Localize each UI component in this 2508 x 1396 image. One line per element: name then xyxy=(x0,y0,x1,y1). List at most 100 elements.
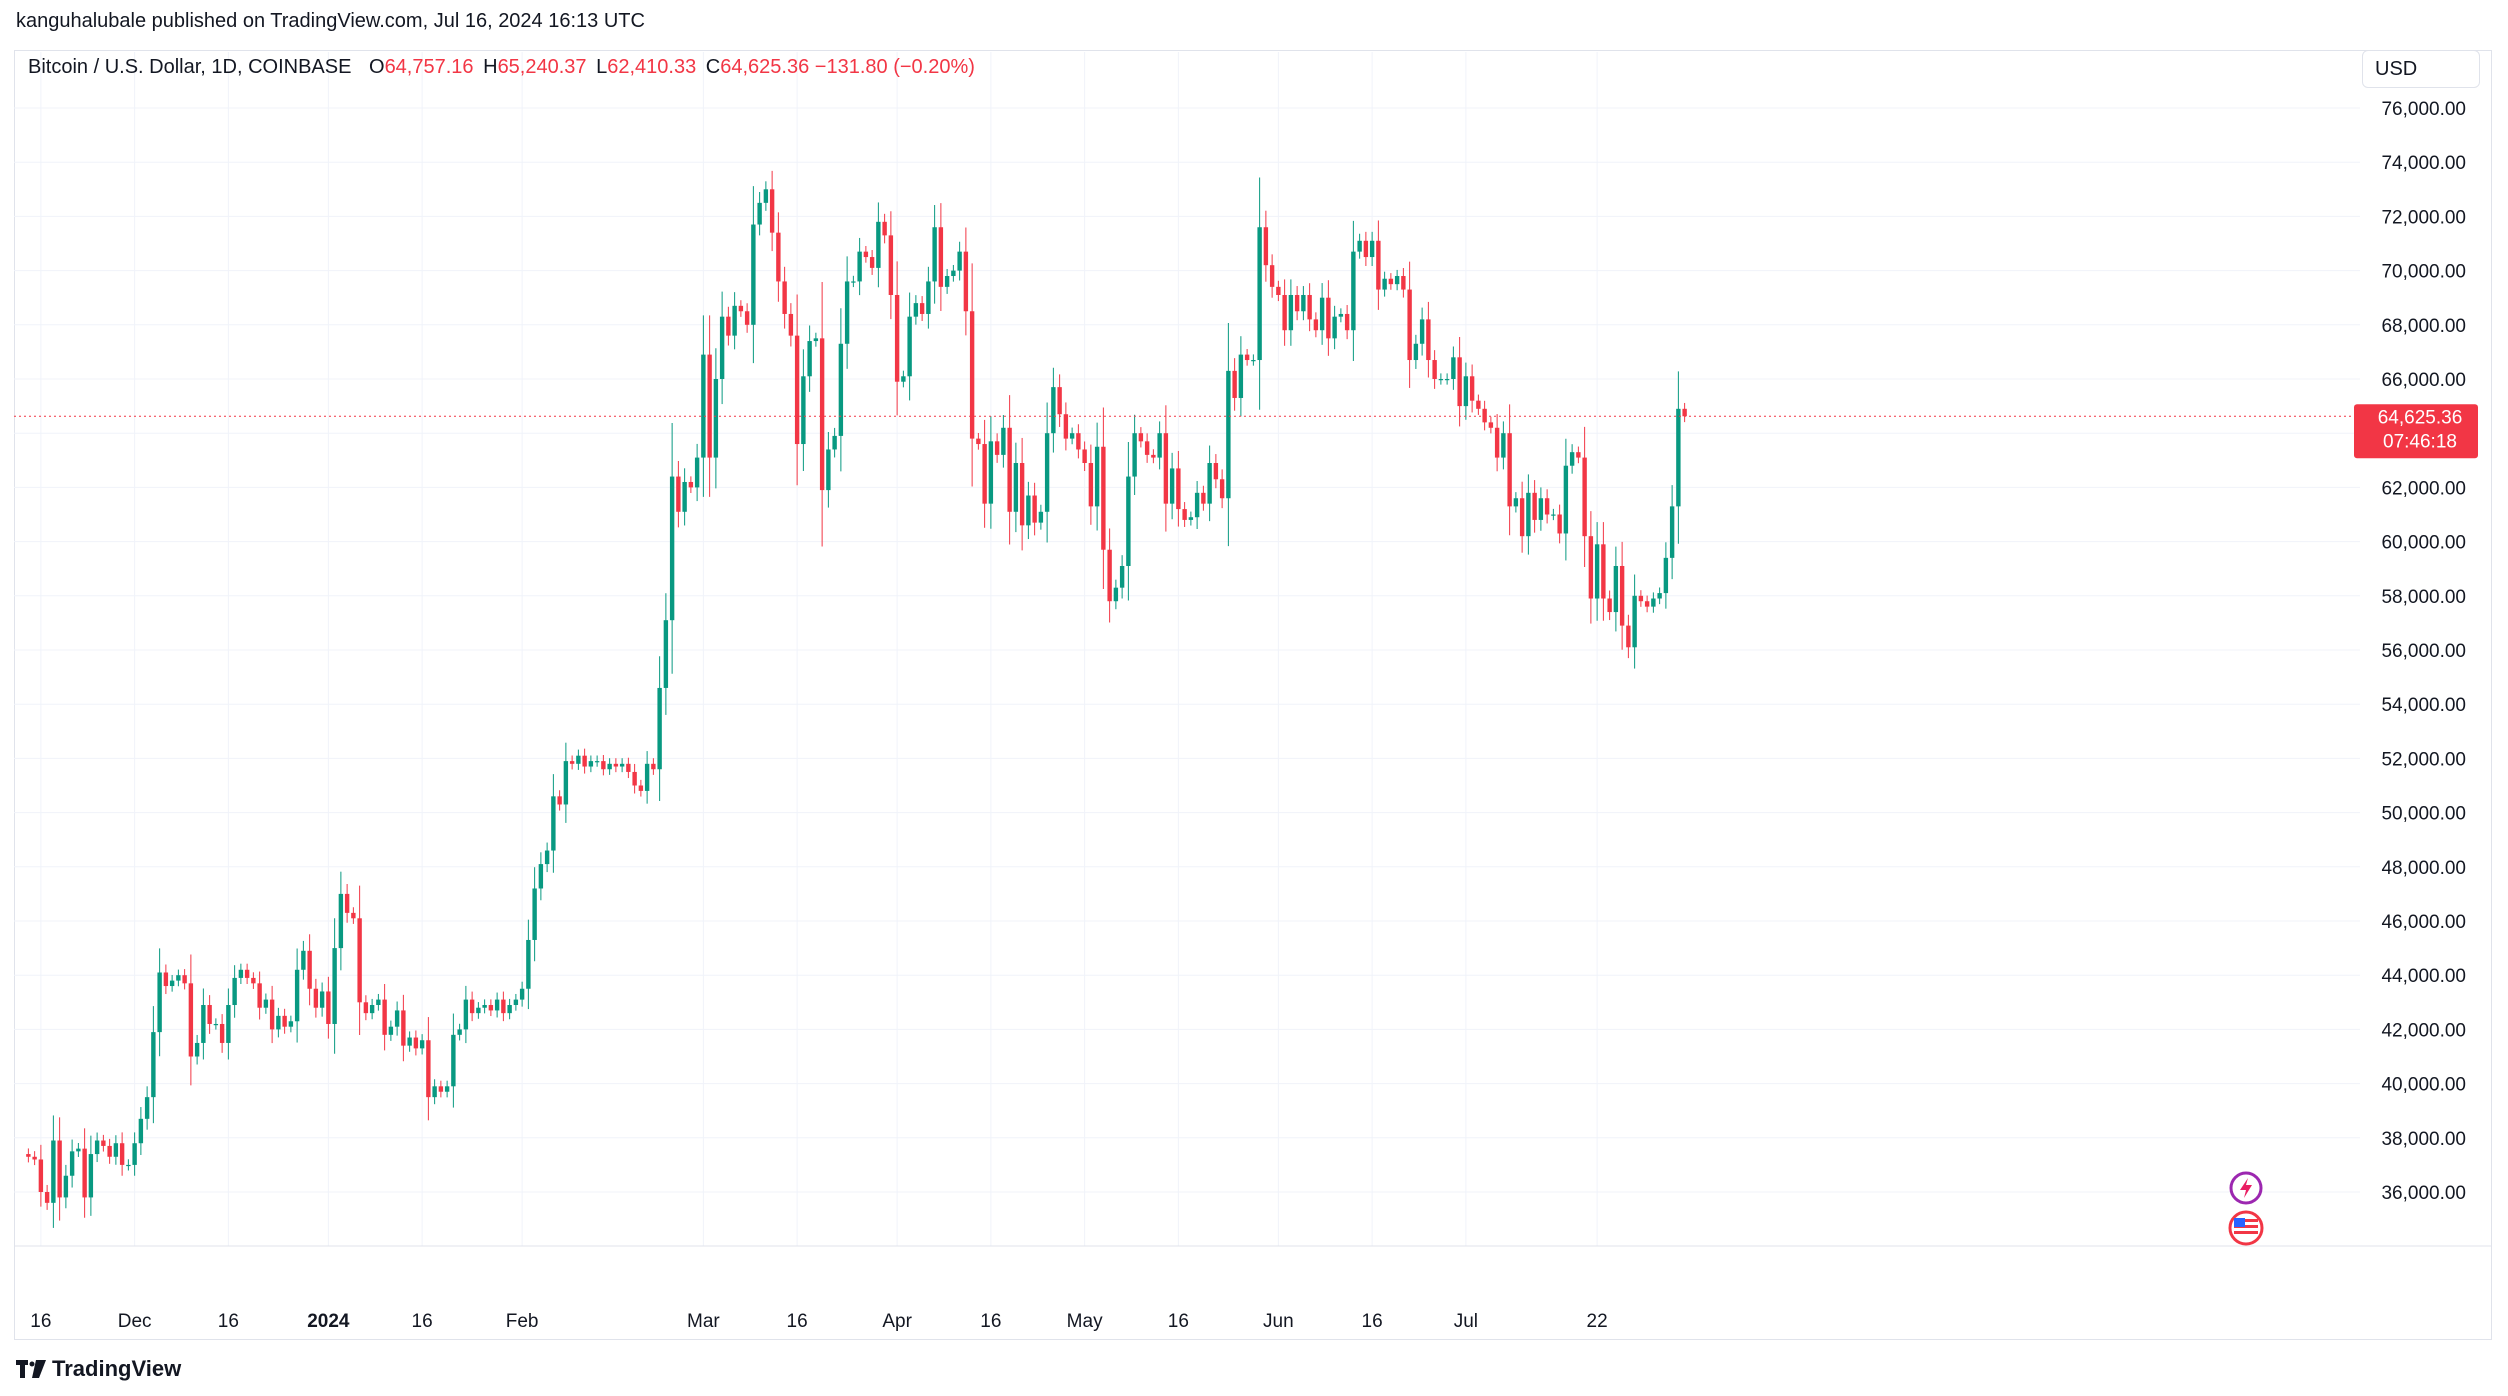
candle xyxy=(419,1034,425,1055)
candle-body xyxy=(1519,498,1525,537)
candle xyxy=(1563,438,1569,561)
candle xyxy=(501,991,506,1022)
candle xyxy=(1313,312,1319,338)
candle-body xyxy=(1257,227,1262,361)
candle xyxy=(451,1013,456,1108)
candle-body xyxy=(751,224,756,325)
candle xyxy=(1051,367,1056,453)
candle xyxy=(69,1139,75,1188)
candle xyxy=(1426,301,1431,378)
candle xyxy=(1157,421,1162,470)
candle xyxy=(1332,305,1337,350)
candle xyxy=(188,954,194,1086)
candle-body xyxy=(282,1015,287,1027)
tradingview-logo[interactable]: TradingView xyxy=(16,1356,181,1382)
candle-body xyxy=(444,1086,450,1092)
candle-body xyxy=(1388,278,1394,285)
candle-body xyxy=(819,338,825,491)
candle xyxy=(1251,354,1256,366)
candle-body xyxy=(401,1010,406,1046)
candle-body xyxy=(1294,294,1300,312)
candle-body xyxy=(888,235,894,295)
candle xyxy=(444,1080,450,1098)
candle-body xyxy=(901,376,906,382)
candle-body xyxy=(432,1086,437,1098)
candle xyxy=(1519,481,1525,553)
candle xyxy=(1357,233,1362,259)
candle-body xyxy=(607,763,612,770)
candle xyxy=(1613,546,1619,632)
candle-body xyxy=(1351,251,1356,331)
candle xyxy=(907,292,912,401)
candle xyxy=(201,988,206,1060)
candle xyxy=(1263,210,1269,282)
candle-body xyxy=(376,999,381,1006)
candle-body xyxy=(1288,294,1294,331)
candle xyxy=(1107,528,1112,623)
candle-body xyxy=(1444,379,1450,381)
candle-body xyxy=(82,1148,87,1198)
candle-body xyxy=(744,311,750,325)
candle xyxy=(432,1079,437,1105)
candle-body xyxy=(182,975,187,984)
candle xyxy=(1394,269,1400,291)
candle-body xyxy=(1369,240,1375,258)
candle xyxy=(944,268,950,294)
candle-body xyxy=(982,444,987,504)
candle-body xyxy=(1507,433,1512,507)
high-value: 65,240.37 xyxy=(497,56,587,78)
candle xyxy=(1532,480,1537,533)
candle-body xyxy=(826,449,831,491)
candle xyxy=(582,748,587,774)
candle xyxy=(701,315,706,497)
candle xyxy=(832,427,837,458)
candle xyxy=(1407,261,1412,388)
candle-body xyxy=(294,969,300,1022)
candle-body xyxy=(1407,289,1412,361)
candle xyxy=(363,995,369,1021)
candle xyxy=(113,1135,119,1165)
candle-body xyxy=(238,969,244,978)
candle-body xyxy=(163,972,169,987)
candle-body xyxy=(194,1042,200,1057)
candle xyxy=(1026,481,1031,540)
candle-body xyxy=(532,888,537,940)
candle-body xyxy=(801,376,806,445)
candle xyxy=(1569,444,1575,474)
y-tick-label: 62,000.00 xyxy=(2381,478,2466,499)
candle-body xyxy=(369,1005,375,1014)
candle-body xyxy=(1226,370,1231,499)
x-tick-label: Mar xyxy=(687,1311,720,1332)
candle-body xyxy=(1682,408,1687,417)
candle xyxy=(244,963,250,985)
candle-body xyxy=(126,1164,131,1167)
candle xyxy=(1207,445,1212,522)
candle-body xyxy=(832,435,837,450)
candle-body xyxy=(394,1010,400,1027)
candle xyxy=(251,972,256,989)
candle xyxy=(1651,592,1656,613)
candle xyxy=(307,934,312,1006)
candle xyxy=(151,1006,156,1124)
grid-lines xyxy=(14,52,2360,1246)
us-flag-icon[interactable] xyxy=(2228,1210,2264,1246)
candle-body xyxy=(1001,427,1006,455)
candle-body xyxy=(732,305,737,336)
currency-selector[interactable]: USD xyxy=(2362,50,2480,88)
candle-body xyxy=(1657,593,1662,599)
candle-body xyxy=(907,316,912,377)
candle-body xyxy=(1632,595,1637,648)
candle-body xyxy=(857,251,862,282)
candle-body xyxy=(651,763,656,770)
candle-body xyxy=(701,354,706,458)
candle xyxy=(426,1017,431,1121)
candle-body xyxy=(338,893,344,949)
lightning-badge-icon[interactable] xyxy=(2228,1170,2264,1206)
candle-body xyxy=(1413,343,1419,361)
candle xyxy=(1276,280,1281,302)
candle-body xyxy=(569,761,575,764)
candle xyxy=(394,1001,400,1036)
candle xyxy=(1513,492,1519,513)
candle-body xyxy=(1669,506,1675,558)
